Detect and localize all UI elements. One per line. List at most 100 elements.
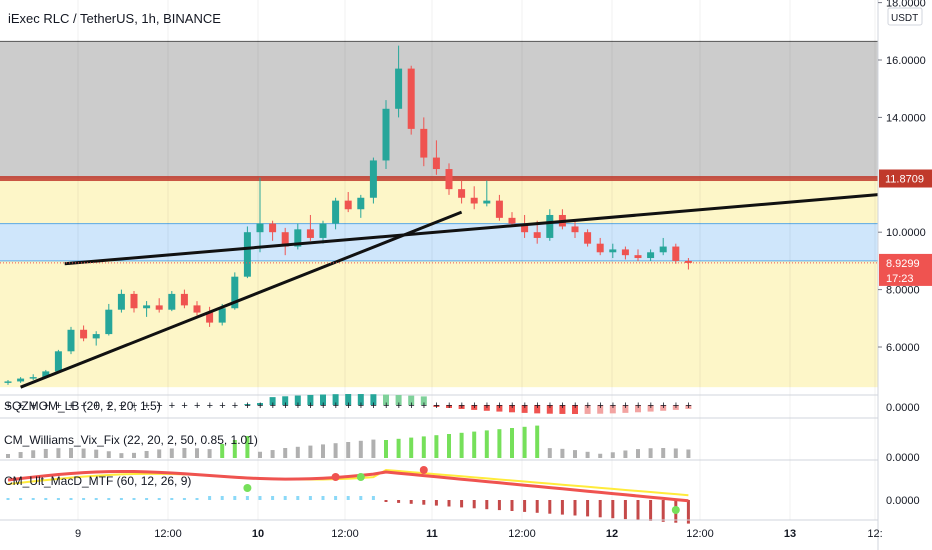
candle (382, 100, 390, 170)
svg-text:+: + (597, 400, 603, 412)
svg-text:+: + (673, 400, 679, 412)
candle (344, 192, 352, 213)
indicator-label-sqzmom[interactable]: SQZMOM_LB (20, 2, 20, 1.5) (4, 399, 161, 413)
svg-text:+: + (396, 400, 402, 412)
svg-text:+: + (333, 400, 339, 412)
candle (571, 220, 579, 238)
trendline-1 (64, 193, 879, 266)
svg-text:+: + (232, 400, 238, 412)
svg-text:+: + (383, 400, 389, 412)
time-tick-label: 12:00 (154, 528, 182, 540)
svg-text:+: + (610, 400, 616, 412)
time-tick-label: 9 (75, 528, 81, 540)
svg-text:+: + (169, 400, 175, 412)
svg-text:+: + (5, 400, 11, 412)
svg-text:+: + (244, 400, 250, 412)
time-tick-label: 11 (426, 528, 438, 540)
time-tick-label: 10 (252, 528, 264, 540)
trendlines-layer (20, 193, 879, 389)
price-tick-label: 16.0000 (886, 55, 926, 67)
candle (130, 291, 138, 313)
unit-label[interactable]: USDT (887, 7, 923, 26)
svg-text:+: + (471, 400, 477, 412)
range-zone (0, 178, 878, 388)
candle (117, 289, 125, 313)
candle (29, 374, 37, 381)
svg-text:+: + (370, 400, 376, 412)
candle (54, 349, 62, 373)
indicator-label-vix-fix[interactable]: CM_Williams_Vix_Fix (22, 20, 2, 50, 0.85… (4, 433, 258, 447)
candle (647, 249, 655, 261)
time-tick-label: 12: (867, 528, 882, 540)
svg-text:+: + (585, 400, 591, 412)
candle (470, 186, 478, 210)
support-band (0, 223, 878, 261)
candle (143, 301, 151, 317)
candle (332, 197, 340, 230)
candle (369, 157, 377, 204)
candle (684, 258, 692, 270)
candle (445, 163, 453, 195)
svg-text:+: + (660, 400, 666, 412)
candle (546, 209, 554, 241)
svg-text:+: + (43, 400, 49, 412)
candle (584, 229, 592, 247)
svg-text:+: + (433, 400, 439, 412)
pane-separators (0, 394, 878, 521)
candle (357, 194, 365, 218)
unit-text: USDT (891, 13, 918, 24)
time-axis[interactable]: 9 12:00 10 12:00 11 12:00 12 12:00 13 12: (0, 519, 883, 540)
candle (92, 331, 100, 346)
svg-text:+: + (18, 400, 24, 412)
candle (458, 180, 466, 204)
indicator-value-sqzmom: 0.0000 (886, 402, 920, 414)
time-tick-label: 12 (606, 528, 618, 540)
resistance-line (0, 176, 878, 182)
svg-text:+: + (522, 400, 528, 412)
candle (206, 306, 214, 327)
svg-text:+: + (118, 400, 124, 412)
price-tick-label: 18.0000 (886, 0, 926, 10)
candle (634, 249, 642, 261)
last-price-badge: 8.9299 17:23 (879, 253, 932, 286)
vertical-grid (77, 0, 876, 520)
candle (306, 214, 314, 241)
resistance-badge-text: 11.8709 (885, 174, 924, 186)
svg-text:+: + (194, 400, 200, 412)
price-tick-label: 14.0000 (886, 112, 926, 124)
svg-text:+: + (55, 400, 61, 412)
svg-text:+: + (622, 400, 628, 412)
indicator-label-macd[interactable]: CM_Ult_MacD_MTF (60, 12, 26, 9) (4, 474, 191, 488)
svg-text:+: + (345, 400, 351, 412)
svg-text:+: + (358, 400, 364, 412)
svg-text:+: + (446, 400, 452, 412)
candle (420, 117, 428, 167)
candle (269, 220, 277, 241)
svg-text:+: + (181, 400, 187, 412)
candle (621, 246, 629, 260)
candle (180, 289, 188, 309)
price-tick-label: 8.0000 (886, 285, 920, 297)
svg-text:+: + (307, 400, 313, 412)
candle (395, 45, 403, 118)
price-tick-label: 6.0000 (886, 342, 920, 354)
svg-text:+: + (93, 400, 99, 412)
candle (407, 65, 415, 135)
candle (495, 194, 503, 221)
chart-title: iExec RLC / TetherUS, 1h, BINANCE (8, 11, 221, 26)
last-price-badge-text: 8.9299 (886, 258, 920, 270)
macd-plot (6, 466, 690, 524)
svg-text:+: + (547, 400, 553, 412)
indicator-value-vix-fix: 0.0000 (886, 452, 920, 464)
candle (155, 298, 163, 313)
indicator-value-macd: 0.0000 (886, 495, 920, 507)
vix-fix-plot (6, 425, 691, 458)
svg-text:+: + (144, 400, 150, 412)
candle (105, 303, 113, 336)
candle (256, 177, 264, 253)
candle (67, 326, 75, 355)
price-axis-ticks: 18.0000 16.0000 14.0000 10.0000 8.0000 6.0000 (878, 0, 926, 354)
svg-text:+: + (219, 400, 225, 412)
